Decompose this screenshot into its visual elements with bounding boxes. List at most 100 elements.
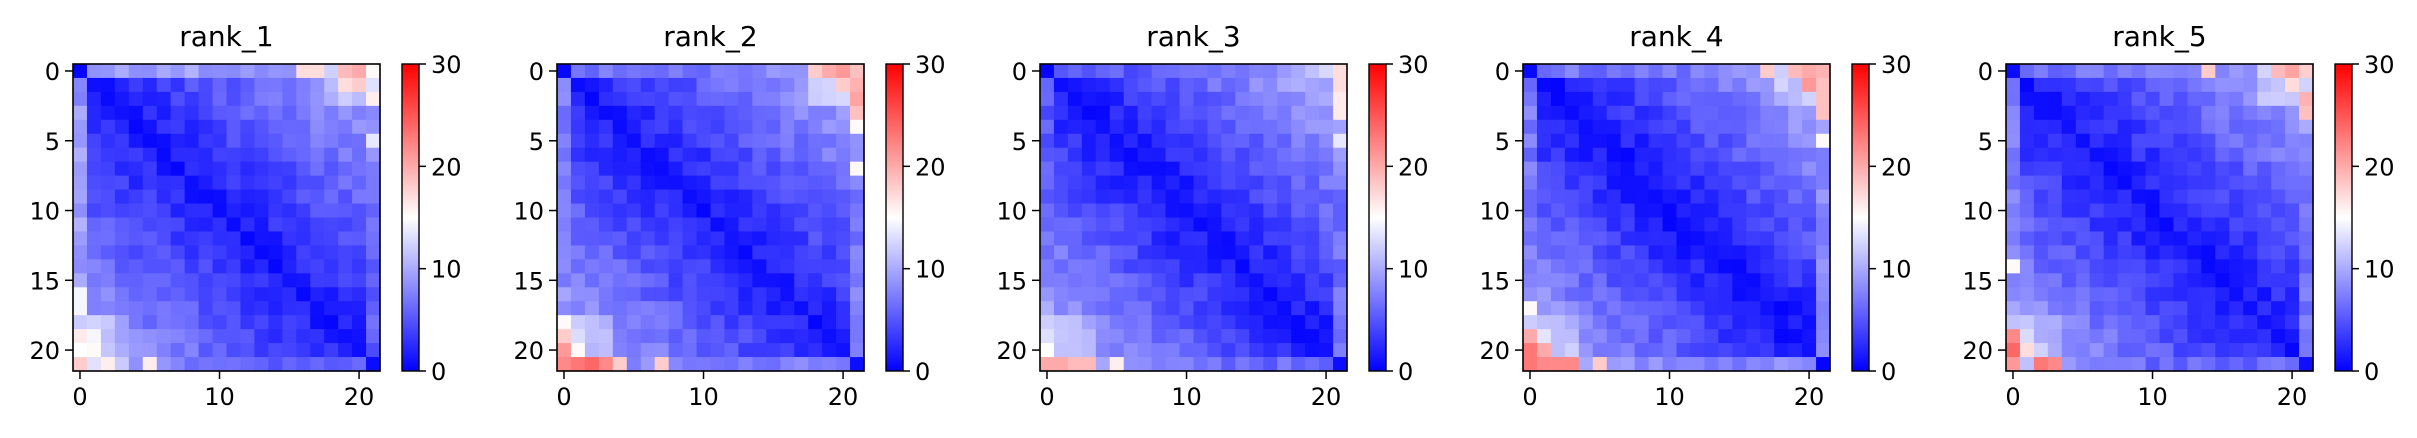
heatmap-cell [1523, 273, 1538, 288]
heatmap-cell [752, 203, 767, 219]
heatmap-cell [2033, 147, 2049, 163]
heatmap-cell [254, 161, 269, 177]
heatmap-cell [724, 357, 739, 372]
heatmap-cell [1305, 329, 1320, 344]
heatmap-cell [766, 91, 781, 107]
heatmap-cell [2285, 77, 2300, 93]
heatmap-cell [2131, 357, 2147, 372]
heatmap-cell [682, 329, 698, 344]
heatmap-cell [668, 245, 684, 260]
heatmap-cell [752, 64, 767, 79]
heatmap-cell [282, 189, 297, 205]
heatmap-cell [640, 189, 656, 205]
heatmap-cell [696, 217, 712, 233]
heatmap-cell [2075, 105, 2091, 121]
heatmap-cell [142, 64, 158, 79]
heatmap-cell [1774, 343, 1789, 358]
heatmap-cell [1333, 203, 1348, 219]
heatmap-cell [1802, 315, 1817, 330]
x-tick-label: 10 [204, 383, 235, 411]
heatmap-cell [1690, 231, 1705, 246]
heatmap-cell [1620, 343, 1636, 358]
heatmap-cell [2061, 231, 2077, 246]
heatmap-cell [2131, 217, 2147, 233]
heatmap-cell [2019, 77, 2035, 93]
heatmap-cell [73, 133, 88, 149]
heatmap-cell [128, 231, 144, 246]
heatmap-cell [1277, 287, 1292, 302]
heatmap-cell [1109, 245, 1125, 260]
heatmap-cell [1634, 77, 1650, 93]
heatmap-cell [1151, 147, 1167, 163]
heatmap-cell [1263, 259, 1278, 274]
heatmap-cell [114, 259, 130, 274]
heatmap-cell [738, 259, 753, 274]
heatmap-cell [1095, 231, 1111, 246]
heatmap-cell [1718, 259, 1733, 274]
heatmap-cell [1179, 357, 1195, 372]
heatmap-cell [626, 273, 642, 288]
heatmap-cell [1550, 259, 1566, 274]
heatmap-cell [654, 147, 670, 163]
heatmap-cell [612, 231, 628, 246]
heatmap-cell [1690, 203, 1705, 219]
heatmap-cell [100, 119, 116, 135]
heatmap-cell [100, 259, 116, 274]
heatmap-cell [1137, 231, 1153, 246]
heatmap-cell [1109, 217, 1125, 233]
heatmap-cell [640, 175, 656, 191]
heatmap-cell [654, 343, 670, 358]
heatmap-cell [1578, 161, 1594, 177]
heatmap-cell [100, 203, 116, 219]
heatmap-cell [1291, 189, 1306, 205]
heatmap-cell [1662, 77, 1678, 93]
heatmap-cell [557, 189, 572, 205]
heatmap-cell [296, 161, 311, 177]
heatmap-cell [2243, 147, 2258, 163]
heatmap-cell [1151, 133, 1167, 149]
heatmap-cell [612, 301, 628, 316]
heatmap-cell [724, 64, 739, 79]
heatmap-cell [1634, 147, 1650, 163]
heatmap-cell [2243, 273, 2258, 288]
heatmap-cell [156, 203, 172, 219]
heatmap-cell [1578, 343, 1594, 358]
heatmap-cell [808, 203, 823, 219]
heatmap-cell [2229, 64, 2244, 79]
heatmap-cell [1620, 161, 1636, 177]
heatmap-cell [1718, 119, 1733, 135]
heatmap-cell [2173, 119, 2188, 135]
heatmap-cell [1802, 231, 1817, 246]
heatmap-cell [2299, 64, 2314, 79]
heatmap-cell [226, 133, 242, 149]
heatmap-cell [1774, 315, 1789, 330]
heatmap-cell [557, 64, 572, 79]
heatmap-cell [1207, 217, 1222, 233]
heatmap-cell [324, 245, 339, 260]
heatmap-cell [2229, 189, 2244, 205]
heatmap-cell [598, 147, 614, 163]
heatmap-cell [557, 231, 572, 246]
heatmap-cell [73, 259, 88, 274]
heatmap-cell [682, 203, 698, 219]
heatmap-cell [710, 189, 726, 205]
heatmap-cell [2159, 64, 2175, 79]
heatmap-cell [1095, 77, 1111, 93]
heatmap-cell [184, 105, 200, 121]
heatmap-cell [1578, 217, 1594, 233]
heatmap-cell [1788, 217, 1803, 233]
heatmap-cell [1592, 77, 1608, 93]
heatmap-cell [1221, 287, 1236, 302]
heatmap-cell [557, 217, 572, 233]
heatmap-cell [324, 231, 339, 246]
heatmap-cell [198, 64, 214, 79]
heatmap-cell [1676, 147, 1692, 163]
heatmap-cell [1606, 315, 1622, 330]
heatmap-cell [2243, 245, 2258, 260]
heatmap-cell [1648, 231, 1664, 246]
heatmap-cell [170, 301, 186, 316]
heatmap-cell [1040, 161, 1055, 177]
heatmap-cell [2159, 287, 2175, 302]
heatmap-cell [1704, 231, 1719, 246]
heatmap-cell [752, 133, 767, 149]
